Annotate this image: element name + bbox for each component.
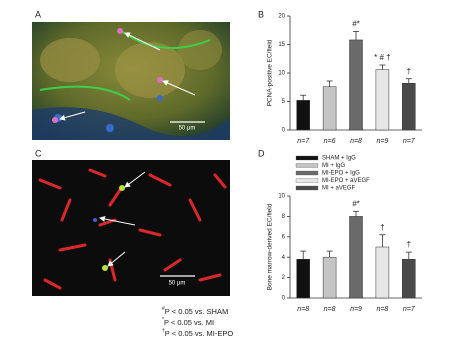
scale-bar-label: 50 μm — [169, 281, 186, 287]
legend-swatch — [295, 155, 319, 161]
footnote-text: P < 0.05 vs. MI — [164, 318, 214, 327]
bar — [402, 258, 416, 299]
significance: #* — [352, 19, 360, 28]
y-axis-label: PCNA-positive EC/field — [267, 39, 274, 106]
legend-label: MI-EPO + IgG — [322, 171, 360, 177]
legend-label: MI-EPO + aVEGF — [322, 178, 370, 184]
bar — [296, 258, 310, 299]
bar — [402, 83, 416, 131]
panel-label: B — [258, 9, 264, 19]
legend-label: MI + IgG — [322, 163, 346, 169]
micrograph-a: 50 μm — [32, 22, 230, 140]
y-tick-label: 0 — [282, 296, 286, 302]
n-label: n=6 — [324, 138, 336, 145]
significance: * # † — [374, 53, 390, 62]
n-label: n=8 — [297, 306, 309, 313]
footnote-text: P < 0.05 vs. SHAM — [165, 307, 228, 316]
micrograph-c: 50 μm — [32, 160, 230, 296]
legend-swatch — [295, 170, 319, 176]
footnote: †P < 0.05 vs. MI-EPO — [162, 328, 233, 338]
n-label: n=7 — [403, 306, 416, 313]
legend-label: MI + aVEGF — [322, 186, 356, 192]
bar — [322, 86, 337, 131]
legend-swatch — [295, 185, 319, 191]
significance: † — [407, 67, 411, 76]
footnote-symbol: # — [162, 306, 165, 312]
y-tick-label: 5 — [282, 99, 286, 105]
y-tick-label: 4 — [282, 255, 286, 261]
footnote-symbol: † — [162, 328, 165, 334]
y-tick-label: 10 — [278, 71, 285, 77]
panel-label: D — [258, 148, 265, 158]
legend-label: SHAM + IgG — [322, 156, 356, 162]
significance: † — [380, 223, 384, 232]
bar — [349, 39, 363, 131]
n-label: n=9 — [350, 306, 362, 313]
bar — [296, 100, 310, 131]
scale-bar-label: 50 μm — [179, 126, 196, 132]
y-tick-label: 20 — [278, 14, 285, 20]
footnote: *P < 0.05 vs. MI — [162, 317, 214, 327]
panel-label: A — [35, 9, 41, 19]
y-tick-label: 0 — [282, 128, 286, 134]
footnote: #P < 0.05 vs. SHAM — [162, 306, 228, 316]
y-tick-label: 10 — [278, 194, 285, 200]
bar — [349, 216, 363, 299]
y-tick-label: 2 — [282, 275, 286, 281]
legend-swatch — [295, 163, 319, 168]
n-label: n=7 — [297, 138, 310, 145]
footnote-text: P < 0.05 vs. MI-EPO — [165, 329, 234, 338]
n-label: n=8 — [376, 306, 388, 313]
y-tick-label: 8 — [282, 214, 286, 220]
n-label: n=9 — [376, 138, 388, 145]
footnote-symbol: * — [162, 317, 164, 323]
n-label: n=8 — [350, 138, 362, 145]
y-axis-label: Bone marrow-derived EC/field — [267, 203, 274, 290]
y-tick-label: 6 — [282, 234, 286, 240]
significance: #* — [352, 199, 360, 208]
bar — [375, 69, 390, 131]
n-label: n=8 — [324, 306, 336, 313]
legend-swatch — [295, 178, 319, 183]
significance: † — [407, 240, 411, 249]
bar — [322, 256, 337, 299]
bar — [375, 246, 390, 299]
n-label: n=7 — [403, 138, 416, 145]
panel-label: C — [35, 148, 42, 158]
y-tick-label: 15 — [278, 42, 285, 48]
